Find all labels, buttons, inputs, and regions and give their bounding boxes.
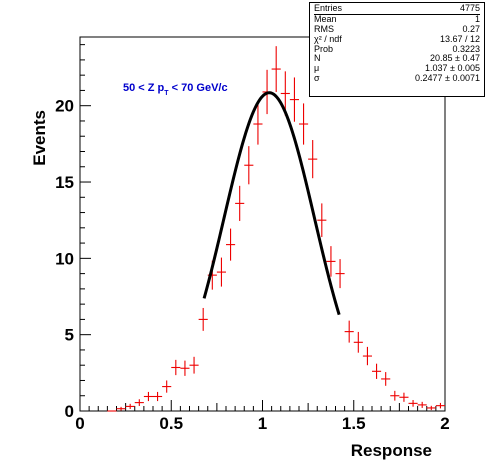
data-point [335,259,345,289]
stats-value: 13.67 / 12 [439,33,480,44]
data-point [353,331,363,353]
stats-row: σ 0.2477 ± 0.0071 [314,73,480,84]
data-point [171,359,181,376]
x-tick-labels: 0 0.5 1 1.5 2 [75,414,449,433]
data-point [399,392,409,402]
data-point [435,402,445,409]
stats-label: Entries [314,3,343,13]
data-point [162,380,172,393]
cut-annotation: 50 < Z pT < 70 GeV/c [123,82,228,97]
data-points [107,46,445,412]
y-tick-label: 0 [65,402,74,421]
data-point [244,146,254,185]
cut-annotation-end: < 70 GeV/c [169,82,228,94]
y-tick-label: 5 [65,326,74,345]
data-point [408,400,418,407]
data-point [426,405,436,411]
stats-value: 1.037 ± 0.005 [425,63,480,74]
data-point [299,103,309,145]
stats-row: N 20.85 ± 0.47 [314,54,480,64]
cut-annotation-main: 50 < Z p [123,82,165,94]
data-point [226,228,236,261]
x-tick-label: 1 [258,414,267,433]
stats-label: Prob [314,43,334,54]
data-point [116,406,126,411]
x-tick-label: 2 [440,414,449,433]
data-point [289,77,299,122]
data-point [417,401,427,408]
stats-value: 0.3223 [452,43,480,54]
axis-ticks [79,44,446,412]
stats-label: μ [314,63,320,74]
data-point [390,390,400,401]
x-axis-title: Response [351,441,432,460]
stats-row-entries: Entries 4775 [314,3,480,15]
y-tick-label: 20 [55,97,74,116]
data-point [253,103,263,145]
stats-value: 0.27 [462,23,480,34]
stats-row: RMS 0.27 [314,23,480,35]
data-point [180,360,190,376]
stats-row: μ 1.037 ± 0.005 [314,63,480,74]
x-tick-label: 0 [75,414,84,433]
data-point [280,71,290,116]
y-tick-labels: 0 5 10 15 20 [55,97,74,421]
data-point [143,391,153,402]
cut-annotation-subscript: T [164,90,169,97]
stats-row: Mean 1 [314,13,480,25]
stats-value: 20.85 ± 0.47 [430,53,480,64]
data-point [198,307,208,331]
data-point [372,363,382,379]
stats-row: χ² / ndf 13.67 / 12 [314,33,480,45]
stats-label: RMS [314,23,334,34]
x-tick-label: 1.5 [342,414,366,433]
stats-box: Entries 4775 Mean 1 RMS 0.27 χ² / ndf 13.67… [309,2,485,97]
data-point [308,140,318,179]
data-point [317,203,327,237]
data-point [362,346,372,366]
data-point [153,391,163,402]
stats-value: 0.2477 ± 0.0071 [415,73,480,84]
stats-value: 4775 [459,3,480,13]
data-point [235,185,245,221]
y-tick-label: 15 [55,173,74,192]
stats-label: σ [314,73,320,84]
stats-row: Prob 0.3223 [314,43,480,55]
data-point [134,399,144,406]
data-point [189,356,199,374]
stats-label: χ² / ndf [314,33,342,44]
gaussian-fit-curve [202,91,341,316]
data-point [125,403,135,410]
y-tick-label: 10 [55,249,74,268]
y-axis-title: Events [30,110,49,166]
x-tick-label: 0.5 [159,414,183,433]
data-point [216,257,226,287]
data-point [381,372,391,386]
stats-label: N [314,53,321,64]
data-point [344,320,354,343]
data-point [271,46,281,92]
data-point [326,246,336,277]
stats-label: Mean [314,13,337,24]
stats-value: 1 [474,13,480,24]
